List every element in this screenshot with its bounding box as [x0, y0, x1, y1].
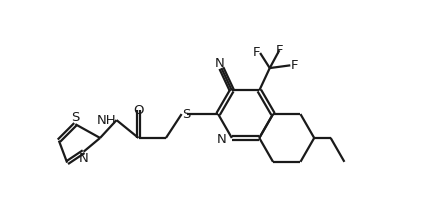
Text: F: F: [253, 46, 260, 59]
Text: O: O: [133, 104, 144, 117]
Text: S: S: [182, 108, 191, 121]
Text: NH: NH: [97, 114, 116, 127]
Text: F: F: [290, 59, 298, 72]
Text: N: N: [217, 133, 226, 146]
Text: N: N: [214, 57, 224, 70]
Text: S: S: [71, 111, 80, 124]
Text: F: F: [276, 44, 283, 57]
Text: N: N: [79, 152, 89, 165]
